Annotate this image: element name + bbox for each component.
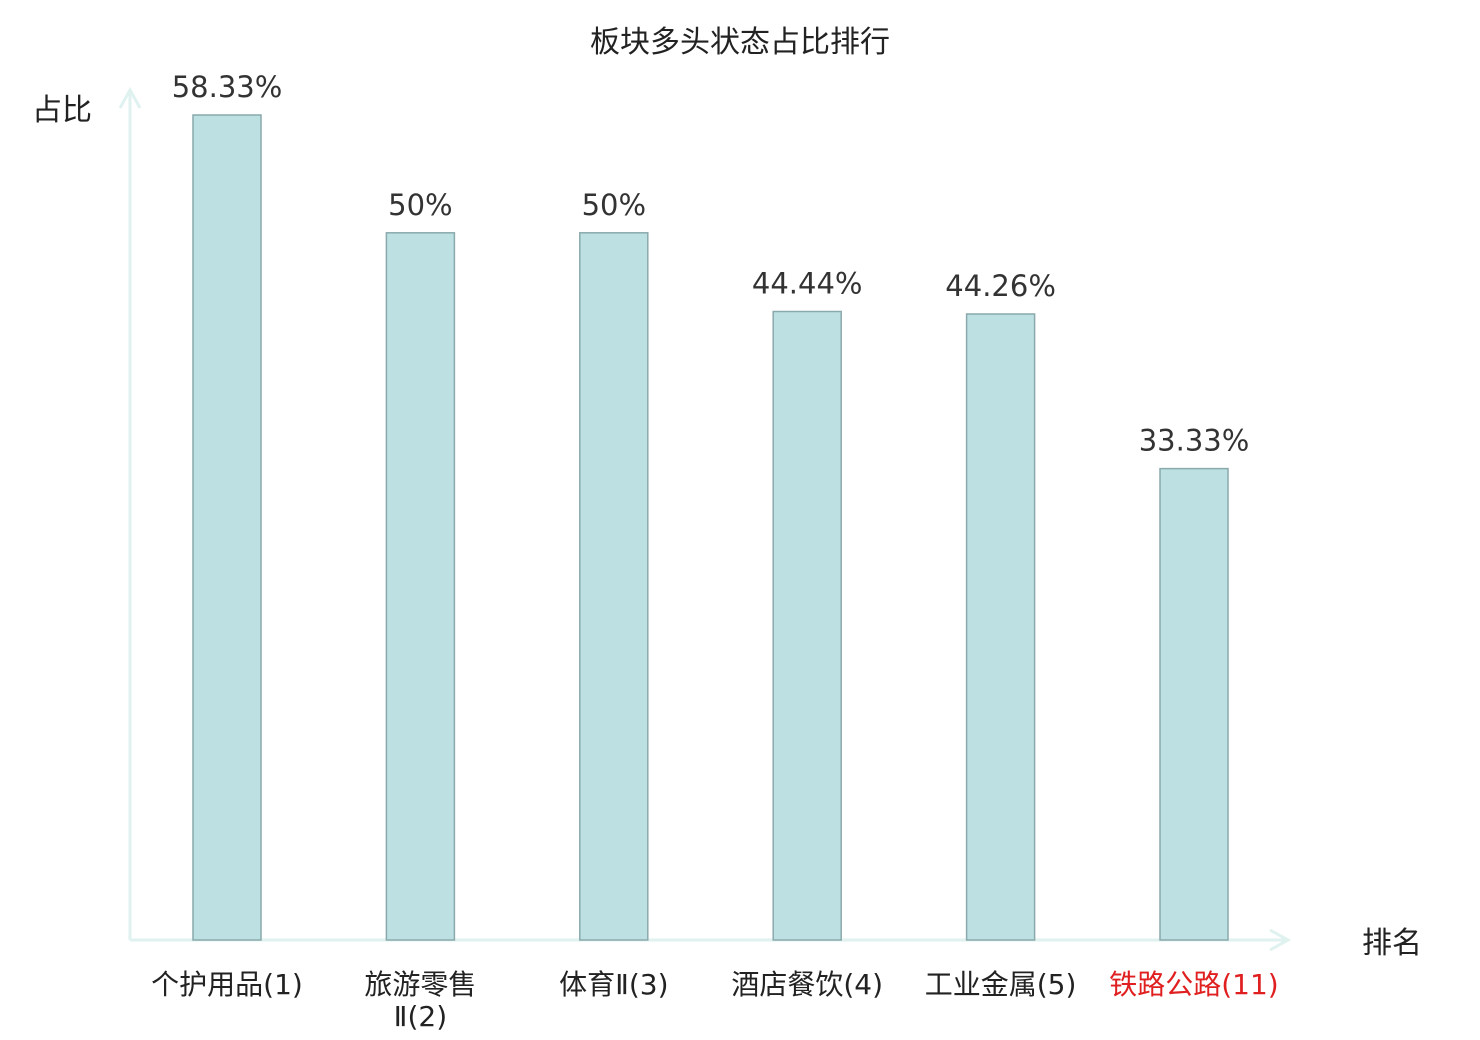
category-tick-label: 酒店餐饮(4)	[731, 968, 883, 1001]
bar-value-label: 50%	[388, 188, 452, 222]
bars-group	[192, 114, 1229, 941]
category-tick-label: Ⅱ(2)	[394, 1000, 447, 1033]
bar	[772, 310, 842, 941]
bar	[965, 313, 1036, 941]
x-axis-arrow-icon	[1269, 928, 1292, 952]
bar-value-label: 33.33%	[1139, 424, 1250, 458]
axes	[118, 86, 1292, 952]
value-labels-group: 58.33% 50% 50% 44.44% 44.26% 33.33%	[172, 70, 1250, 458]
category-tick-label: 体育Ⅱ(3)	[559, 968, 668, 1001]
chart-title: 板块多头状态占比排行	[590, 25, 890, 60]
category-tick-label: 个护用品(1)	[151, 968, 303, 1001]
category-tick-label: 工业金属(5)	[925, 968, 1077, 1001]
y-axis-label: 占比	[32, 93, 92, 128]
category-tick-label: 铁路公路(11)	[1109, 968, 1278, 1001]
bar-value-label: 50%	[582, 188, 646, 222]
x-axis-label: 排名	[1362, 926, 1422, 961]
bar	[192, 114, 262, 941]
bar-value-label: 44.26%	[945, 269, 1056, 303]
bar	[1159, 467, 1229, 941]
y-axis-arrow-icon	[118, 86, 142, 109]
bar	[579, 232, 649, 941]
bar	[385, 232, 456, 941]
bar-value-label: 44.44%	[752, 267, 863, 301]
bar-value-label: 58.33%	[172, 70, 283, 104]
category-tick-label: 旅游零售	[364, 968, 476, 1001]
